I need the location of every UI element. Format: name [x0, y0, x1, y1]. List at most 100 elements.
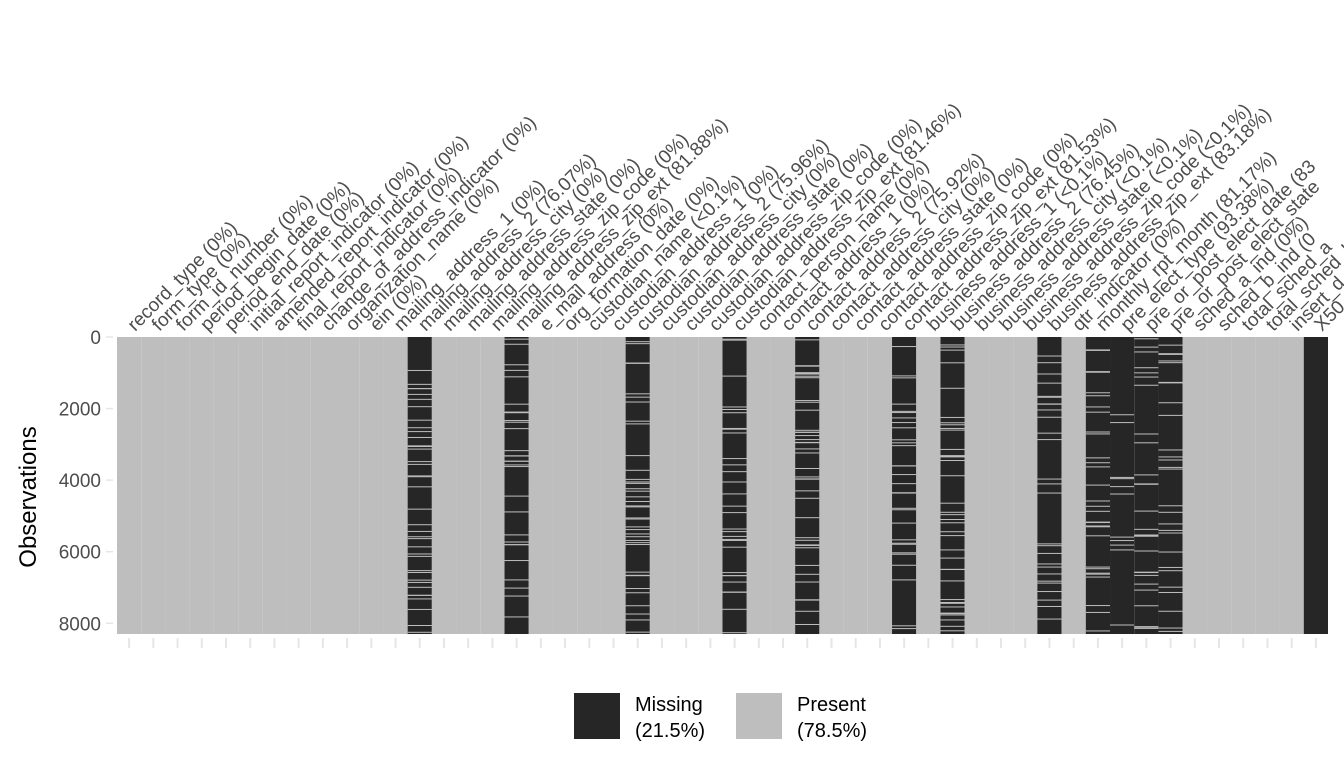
present-stripe	[1134, 338, 1159, 340]
present-stripe	[1134, 351, 1159, 353]
present-stripe	[407, 446, 432, 447]
present-stripe	[625, 341, 650, 343]
present-block	[577, 337, 602, 634]
present-stripe	[795, 610, 820, 612]
column-10	[334, 337, 360, 634]
present-stripe	[504, 411, 529, 413]
column-20	[577, 337, 602, 634]
present-block	[238, 337, 263, 634]
present-stripe	[407, 579, 432, 581]
present-stripe	[1085, 605, 1111, 607]
present-stripe	[407, 555, 432, 557]
present-stripe	[625, 455, 650, 457]
present-stripe	[1037, 409, 1062, 411]
present-stripe	[504, 544, 529, 546]
present-stripe	[1158, 586, 1183, 588]
column-49	[1279, 337, 1304, 634]
column-21	[601, 337, 626, 634]
present-block	[1061, 337, 1086, 634]
present-stripe	[795, 573, 820, 575]
present-stripe	[892, 492, 917, 494]
present-stripe	[795, 517, 820, 519]
present-stripe	[1037, 355, 1062, 357]
present-stripe	[625, 505, 650, 507]
present-stripe	[1037, 416, 1062, 418]
present-stripe	[625, 592, 650, 594]
present-stripe	[625, 481, 650, 483]
present-stripe	[1134, 376, 1159, 378]
present-stripe	[1134, 372, 1159, 374]
present-stripe	[625, 544, 650, 546]
present-stripe	[1134, 572, 1159, 574]
present-stripe	[1158, 353, 1183, 355]
column-19	[552, 337, 578, 634]
present-stripe	[407, 419, 432, 421]
present-stripe	[1037, 396, 1062, 398]
present-stripe	[1134, 589, 1159, 591]
column-25	[698, 337, 723, 634]
present-stripe	[940, 522, 965, 524]
present-stripe	[722, 406, 747, 408]
present-stripe	[1037, 545, 1062, 547]
present-stripe	[625, 401, 650, 403]
present-stripe	[1085, 349, 1111, 351]
column-29	[795, 337, 820, 634]
present-stripe	[940, 448, 965, 450]
present-stripe	[1110, 478, 1135, 480]
present-stripe	[1134, 626, 1159, 628]
missing-block	[1037, 337, 1062, 634]
present-block	[1231, 337, 1256, 634]
present-stripe	[1085, 500, 1111, 502]
column-38	[1013, 337, 1038, 634]
present-stripe	[407, 427, 432, 429]
present-stripe	[892, 553, 917, 555]
present-stripe	[722, 591, 747, 593]
present-block	[1206, 337, 1232, 634]
present-stripe	[1085, 433, 1111, 435]
present-stripe	[940, 349, 965, 351]
present-stripe	[795, 448, 820, 450]
present-stripe	[1037, 362, 1062, 364]
present-stripe	[722, 427, 747, 429]
present-stripe	[1037, 395, 1062, 397]
present-stripe	[1085, 371, 1111, 373]
present-stripe	[1037, 373, 1062, 375]
column-12	[383, 337, 408, 634]
present-stripe	[1134, 534, 1159, 536]
present-stripe	[625, 488, 650, 490]
present-stripe	[407, 530, 432, 532]
present-stripe	[1134, 627, 1159, 629]
present-stripe	[940, 416, 965, 418]
y-tick-label: 8000	[59, 614, 101, 635]
present-stripe	[940, 519, 965, 520]
present-block	[359, 337, 384, 634]
present-stripe	[1158, 459, 1183, 461]
y-tick-label: 2000	[59, 400, 101, 421]
present-stripe	[1158, 360, 1183, 362]
present-stripe	[940, 460, 965, 462]
present-stripe	[892, 543, 917, 545]
present-stripe	[504, 364, 529, 366]
present-stripe	[1037, 432, 1062, 434]
present-stripe	[1037, 566, 1062, 568]
present-stripe	[1158, 381, 1183, 383]
present-stripe	[1158, 344, 1183, 346]
present-stripe	[1158, 532, 1183, 534]
present-block	[698, 337, 723, 634]
present-stripe	[795, 623, 820, 625]
present-stripe	[940, 630, 965, 632]
present-stripe	[1037, 591, 1062, 593]
present-stripe	[940, 606, 965, 608]
present-stripe	[504, 450, 529, 452]
present-stripe	[1158, 570, 1183, 572]
present-stripe	[504, 412, 529, 414]
present-stripe	[892, 410, 917, 412]
present-stripe	[625, 490, 650, 492]
present-stripe	[795, 377, 820, 379]
present-stripe	[504, 421, 529, 423]
present-stripe	[940, 456, 965, 458]
present-stripe	[1110, 540, 1135, 542]
present-stripe	[407, 475, 432, 477]
column-2	[141, 337, 166, 634]
column-39	[1037, 337, 1062, 634]
